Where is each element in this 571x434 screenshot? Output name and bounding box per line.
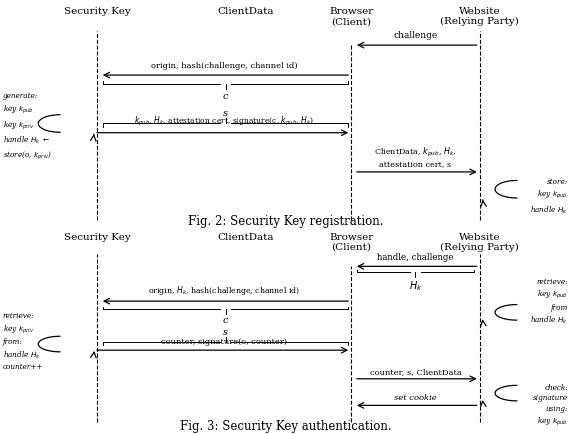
Text: origin, $H_k$, hash(challenge, channel id): origin, $H_k$, hash(challenge, channel i… xyxy=(148,283,300,296)
Text: counter, s, ClientData: counter, s, ClientData xyxy=(369,367,461,375)
Text: retrieve:
key $k_{pub}$
from
handle $H_k$: retrieve: key $k_{pub}$ from handle $H_k… xyxy=(530,277,568,326)
Text: handle, challenge: handle, challenge xyxy=(377,253,453,262)
Text: Browser
(Client): Browser (Client) xyxy=(329,7,373,26)
Text: Browser
(Client): Browser (Client) xyxy=(329,232,373,251)
Text: store:
key $k_{pub}$
handle $H_k$: store: key $k_{pub}$ handle $H_k$ xyxy=(530,177,568,215)
Text: Website
(Relying Party): Website (Relying Party) xyxy=(440,7,519,26)
Text: check:
signature
using:
key $k_{pub}$: check: signature using: key $k_{pub}$ xyxy=(533,383,568,427)
Text: Website
(Relying Party): Website (Relying Party) xyxy=(440,232,519,252)
Text: s: s xyxy=(223,109,228,118)
Text: Fig. 3: Security Key authentication.: Fig. 3: Security Key authentication. xyxy=(180,419,391,432)
Text: c: c xyxy=(223,91,228,100)
Text: counter, signature(c, counter): counter, signature(c, counter) xyxy=(161,337,287,345)
Text: ClientData, $k_{pub}$, $H_k$,
attestation cert, s: ClientData, $k_{pub}$, $H_k$, attestatio… xyxy=(374,145,457,168)
Text: Fig. 2: Security Key registration.: Fig. 2: Security Key registration. xyxy=(188,215,383,228)
Text: ClientData: ClientData xyxy=(218,7,274,16)
Text: Security Key: Security Key xyxy=(64,7,130,16)
Text: $H_k$: $H_k$ xyxy=(409,278,422,292)
Text: retrieve:
key $k_{priv}$
from:
handle $H_k$
counter++: retrieve: key $k_{priv}$ from: handle $H… xyxy=(3,312,43,370)
Text: Security Key: Security Key xyxy=(64,232,130,241)
Text: generate:
key $k_{pub}$
key $k_{priv}$
handle $H_k$ $\leftarrow$
store(o, $k_{pr: generate: key $k_{pub}$ key $k_{priv}$ h… xyxy=(3,92,52,161)
Text: challenge: challenge xyxy=(393,31,437,40)
Text: ClientData: ClientData xyxy=(218,232,274,241)
Text: c: c xyxy=(223,315,228,324)
Text: $k_{pub}$, $H_k$, attestation cert, signature(c, $k_{pub}$, $H_k$): $k_{pub}$, $H_k$, attestation cert, sign… xyxy=(134,115,314,128)
Text: set cookie: set cookie xyxy=(394,393,437,401)
Text: s: s xyxy=(223,328,228,337)
Text: origin, hash(challenge, channel id): origin, hash(challenge, channel id) xyxy=(151,62,297,70)
